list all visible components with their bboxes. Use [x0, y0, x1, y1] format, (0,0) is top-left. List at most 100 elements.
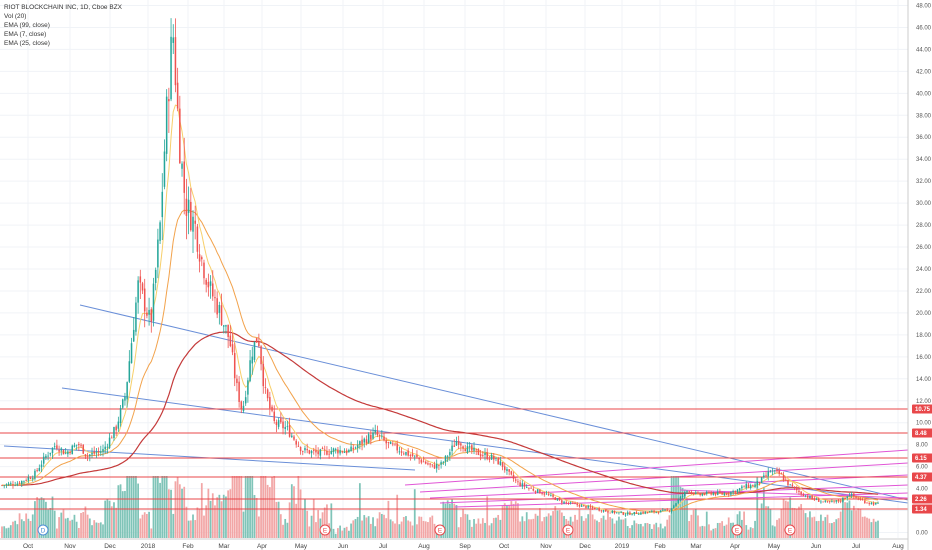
volume-bar: [119, 484, 122, 538]
ema-lines: [2, 104, 879, 515]
volume-bar: [402, 516, 405, 538]
volume-bar: [773, 526, 776, 538]
volume-bar: [154, 476, 157, 538]
candle: [372, 427, 374, 440]
event-marker[interactable]: E: [731, 524, 743, 536]
candle: [143, 278, 146, 328]
candle: [108, 433, 111, 450]
candle-body: [308, 450, 311, 454]
volume-bar: [863, 516, 866, 538]
candle-body: [161, 191, 164, 218]
candle-body: [806, 496, 809, 498]
candle: [853, 493, 855, 499]
candle-body: [574, 503, 576, 505]
volume-bar: [556, 510, 559, 538]
candle: [20, 480, 23, 488]
candle-body: [861, 499, 864, 501]
price-axis[interactable]: 0.002.004.006.008.0010.0012.0014.0016.00…: [907, 0, 932, 550]
event-marker-letter: E: [438, 528, 443, 535]
volume-bar: [330, 503, 333, 538]
candle: [556, 498, 559, 501]
candle: [646, 511, 649, 514]
candle-body: [594, 507, 596, 510]
volume-bar: [40, 497, 43, 538]
volume-bar: [787, 501, 789, 538]
event-marker[interactable]: D: [37, 524, 49, 536]
time-axis[interactable]: Oct Nov Dec 2018 Feb Mar Apr May Jun Jul Aug Sep Oct…: [0, 538, 908, 550]
candle: [341, 450, 344, 454]
candle: [12, 480, 14, 489]
candle-body: [36, 470, 38, 471]
candle-body: [86, 455, 89, 457]
candle: [561, 498, 563, 505]
candle-body: [427, 463, 429, 465]
candle-body: [525, 487, 528, 488]
candle: [242, 401, 245, 414]
candle: [238, 376, 240, 408]
volume-bar: [857, 508, 860, 538]
candle-body: [675, 503, 677, 506]
volume-bar: [793, 508, 796, 538]
candle-body: [47, 455, 49, 457]
candle: [25, 478, 27, 482]
candle-body: [686, 491, 688, 493]
candle-body: [620, 512, 622, 513]
candle: [442, 460, 445, 465]
event-marker[interactable]: E: [784, 524, 796, 536]
candle: [297, 441, 300, 448]
candle-body: [176, 82, 179, 109]
candle: [378, 434, 381, 442]
candle: [699, 493, 701, 497]
volume-bar: [523, 521, 526, 538]
candle: [730, 491, 732, 497]
candle-body: [714, 492, 717, 495]
candle: [633, 511, 636, 516]
event-marker[interactable]: E: [562, 524, 574, 536]
volume-bar: [207, 488, 210, 538]
event-marker[interactable]: E: [319, 524, 331, 536]
volume-bar: [187, 520, 190, 538]
y-tick-label: 34.00: [916, 157, 932, 163]
candle: [846, 495, 849, 501]
candle-body: [444, 455, 447, 462]
volume-bar: [66, 517, 69, 538]
volume-bar: [730, 522, 732, 538]
candle: [161, 173, 164, 241]
candle: [363, 437, 366, 448]
volume-bar: [677, 476, 680, 538]
volume-bar: [174, 481, 177, 538]
candle-body: [811, 495, 813, 499]
volume-bar: [809, 511, 811, 538]
candle: [554, 496, 557, 501]
volume-bar: [828, 523, 831, 538]
y-tick-label: 16.00: [916, 355, 932, 361]
candle: [468, 441, 471, 452]
candle-body: [205, 279, 207, 285]
candle: [407, 448, 409, 457]
volume-bar: [345, 526, 348, 538]
volume-bar: [75, 521, 78, 538]
candle-body: [304, 448, 306, 451]
candle-body: [126, 382, 128, 400]
candle: [670, 507, 673, 514]
candle-body: [763, 475, 765, 478]
candle: [201, 255, 203, 267]
volume-bar: [400, 521, 403, 538]
volume-bar: [650, 528, 653, 538]
candle: [668, 510, 671, 513]
event-marker[interactable]: E: [434, 524, 446, 536]
volume-bar: [108, 500, 111, 538]
candle-body: [218, 304, 221, 313]
candle: [460, 441, 462, 452]
candle-body: [359, 441, 361, 445]
candle-body: [493, 456, 495, 460]
price-level-tag: 4.37: [912, 472, 932, 482]
candle-body: [251, 356, 254, 364]
candle: [453, 439, 456, 447]
volume-bar: [675, 476, 677, 538]
candle-body: [583, 505, 585, 506]
candle-body: [697, 492, 699, 494]
candle: [449, 448, 451, 461]
candle-body: [521, 483, 524, 487]
